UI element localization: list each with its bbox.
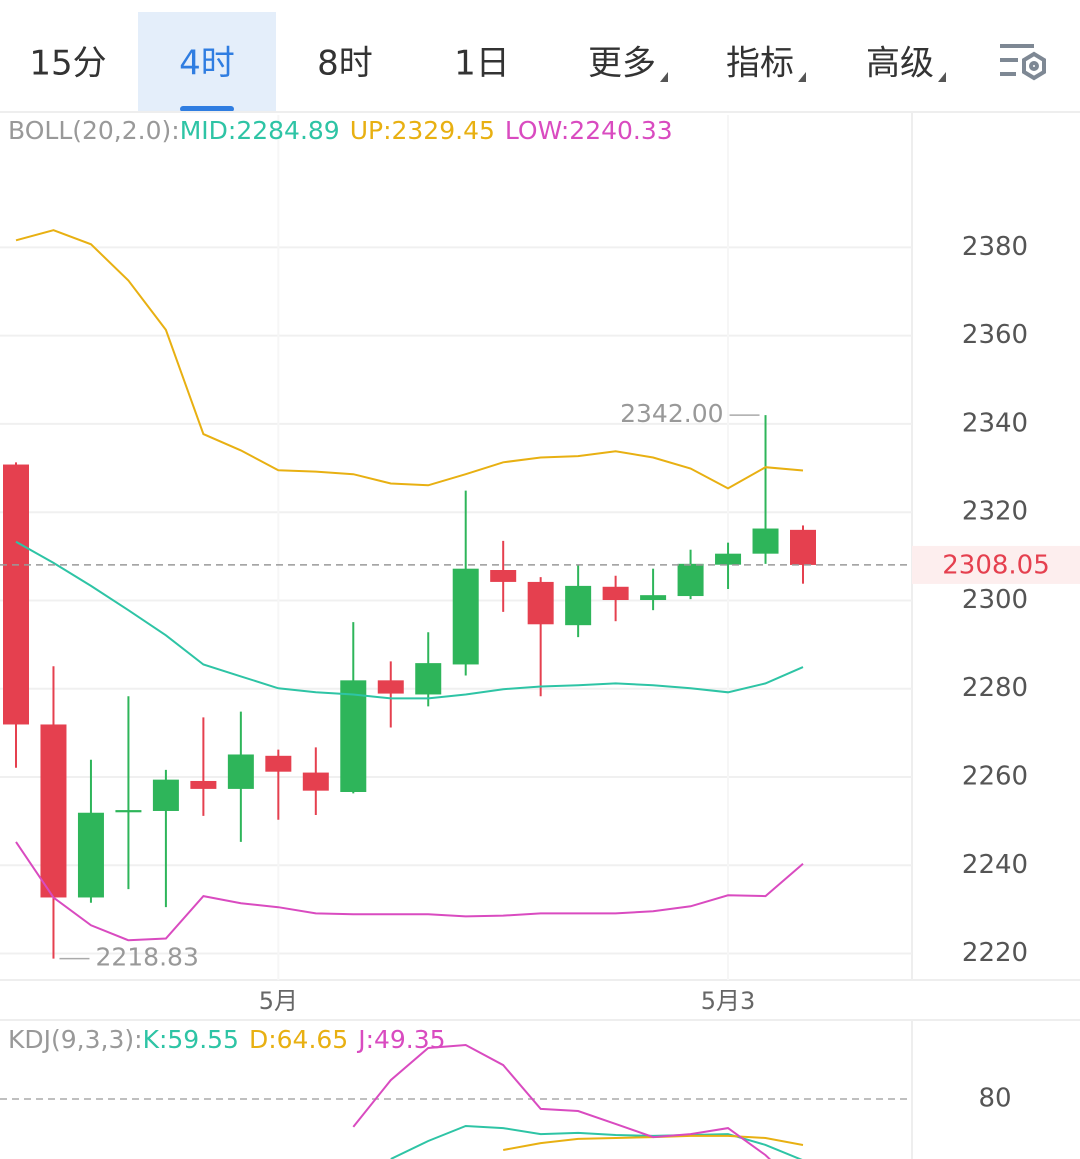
legend-title: KDJ(9,3,3):	[8, 1025, 143, 1054]
candle-body	[565, 585, 592, 626]
active-tab-bg	[138, 12, 276, 112]
y-tick-label: 80	[978, 1084, 1011, 1114]
candle-body	[3, 464, 29, 725]
y-tick-label: 2380	[962, 232, 1028, 262]
tab[interactable]: 1日	[454, 44, 510, 84]
boll-line	[15, 229, 804, 490]
candle-body	[265, 755, 292, 772]
kdj-line	[390, 1124, 803, 1159]
x-tick-label: 5月3	[701, 987, 756, 1015]
y-tick-label: 2220	[962, 938, 1028, 968]
candle-body	[715, 553, 742, 565]
annotation-label: 2342.00	[620, 399, 723, 428]
tab-bar: 15分 4时 8时 1日 更多 指标 高级	[29, 12, 946, 112]
y-tick-label: 2320	[962, 497, 1028, 527]
y-tick-label: 2300	[962, 585, 1028, 615]
tab[interactable]: 8时	[317, 44, 373, 84]
annotation-label: 2218.83	[95, 943, 198, 972]
candle-body	[77, 812, 104, 898]
y-tick-label: 2240	[962, 850, 1028, 880]
last-price-bg	[912, 545, 1080, 584]
settings-icon[interactable]	[1000, 44, 1046, 81]
kdj-line	[352, 1043, 772, 1159]
kdj-lines	[352, 1043, 804, 1159]
candle-body	[302, 772, 329, 791]
candle-body	[115, 810, 142, 813]
legend: KDJ(9,3,3):K:59.55 D:64.65 J:49.35	[8, 1025, 446, 1054]
price-chart: 2220 2240 2260 2280 2300 2320 2340 2360 2380 5月 5月…	[0, 115, 1080, 1015]
tab[interactable]: 指标	[726, 44, 794, 84]
boll-line	[15, 841, 804, 942]
candle-body	[152, 779, 179, 811]
legend-item: K:59.55	[143, 1025, 239, 1054]
candle-body	[190, 780, 217, 789]
boll-line	[15, 540, 804, 700]
candle-body	[452, 568, 479, 665]
x-tick-label: 5月	[259, 987, 298, 1015]
y-tick-label: 2340	[962, 408, 1028, 438]
active-tab-indicator	[180, 106, 234, 112]
tab[interactable]: 4时	[179, 44, 235, 84]
candle-body	[415, 663, 442, 695]
last-price-label: 2308.05	[942, 550, 1050, 580]
dropdown-arrow	[938, 72, 946, 82]
legend-item: J:49.35	[356, 1025, 445, 1054]
candle-body	[40, 724, 67, 898]
legend-item: MID:2284.89	[180, 116, 340, 145]
candle-body	[490, 570, 517, 582]
candle-body	[790, 529, 816, 565]
candle-body	[640, 595, 667, 601]
y-tick-label: 2260	[962, 761, 1028, 791]
candle-body	[377, 680, 404, 694]
legend-item: UP:2329.45	[350, 116, 495, 145]
candle-body	[602, 586, 629, 601]
y-tick-label: 2360	[962, 320, 1028, 350]
candle-body	[677, 563, 704, 597]
candle-body	[527, 581, 554, 625]
legend-title: BOLL(20,2.0):	[8, 116, 180, 145]
tab[interactable]: 15分	[29, 44, 106, 84]
kdj-chart: 80 KDJ(9,3,3):K:59.55 D:64.65 J:49.35	[0, 1025, 1012, 1159]
legend-item: LOW:2240.33	[505, 116, 673, 145]
y-tick-label: 2280	[962, 673, 1028, 703]
candle-body	[227, 754, 254, 789]
tab[interactable]: 更多	[588, 44, 656, 84]
dropdown-arrow	[660, 72, 668, 82]
dropdown-arrow	[798, 72, 806, 82]
candle-body	[340, 680, 367, 792]
legend-item: D:64.65	[249, 1025, 348, 1054]
candle-body	[752, 528, 779, 554]
legend: BOLL(20,2.0):MID:2284.89 UP:2329.45 LOW:22…	[8, 116, 673, 145]
tab[interactable]: 高级	[866, 44, 934, 84]
